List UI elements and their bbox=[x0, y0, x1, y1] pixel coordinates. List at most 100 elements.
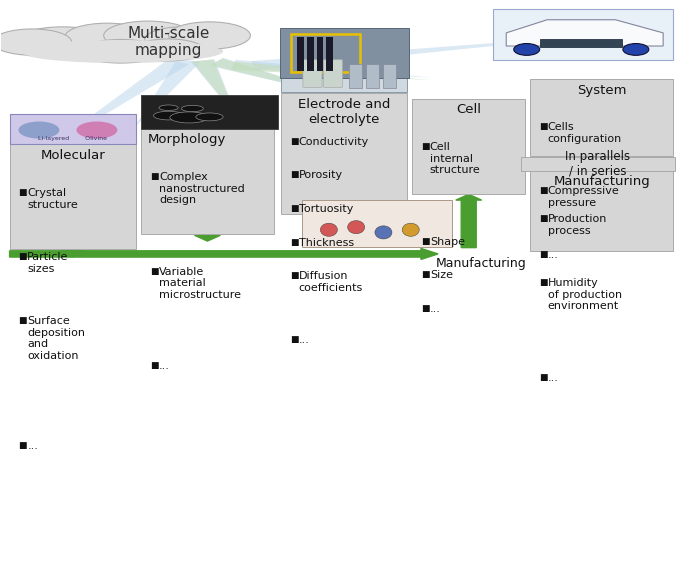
FancyArrow shape bbox=[471, 159, 521, 169]
Polygon shape bbox=[192, 60, 237, 117]
FancyBboxPatch shape bbox=[349, 64, 362, 88]
Text: In parallels
/ in series: In parallels / in series bbox=[565, 150, 631, 178]
Polygon shape bbox=[232, 61, 431, 80]
Text: ■: ■ bbox=[290, 271, 299, 280]
Ellipse shape bbox=[196, 113, 223, 121]
Text: ■: ■ bbox=[150, 172, 159, 181]
Text: Surface
deposition
and
oxidation: Surface deposition and oxidation bbox=[27, 316, 86, 361]
FancyBboxPatch shape bbox=[530, 171, 673, 251]
Text: Crystal
structure: Crystal structure bbox=[27, 188, 78, 210]
Text: Diffusion
coefficients: Diffusion coefficients bbox=[299, 271, 363, 293]
Ellipse shape bbox=[133, 39, 204, 61]
Text: Li-layered        Olivine: Li-layered Olivine bbox=[38, 136, 107, 141]
Text: Cell
internal
structure: Cell internal structure bbox=[429, 142, 481, 175]
Text: ■: ■ bbox=[539, 214, 547, 223]
FancyArrow shape bbox=[589, 156, 614, 171]
Text: ■: ■ bbox=[290, 335, 299, 344]
Text: Size: Size bbox=[429, 270, 453, 280]
Text: ...: ... bbox=[548, 373, 559, 383]
Text: ■: ■ bbox=[290, 137, 299, 146]
Text: ■: ■ bbox=[18, 441, 27, 450]
Text: Variable
material
microstructure: Variable material microstructure bbox=[159, 266, 241, 300]
Text: ■: ■ bbox=[150, 266, 159, 276]
Text: Production
process: Production process bbox=[548, 214, 607, 236]
FancyArrow shape bbox=[332, 214, 358, 221]
FancyBboxPatch shape bbox=[297, 37, 304, 70]
Text: Molecular: Molecular bbox=[40, 149, 105, 162]
Text: Shape: Shape bbox=[429, 237, 465, 246]
Text: Cells
configuration: Cells configuration bbox=[548, 123, 622, 144]
FancyBboxPatch shape bbox=[521, 157, 675, 171]
Ellipse shape bbox=[170, 112, 208, 123]
Ellipse shape bbox=[514, 44, 540, 56]
Ellipse shape bbox=[77, 121, 117, 139]
FancyBboxPatch shape bbox=[281, 54, 408, 92]
Ellipse shape bbox=[182, 105, 203, 112]
Polygon shape bbox=[190, 60, 237, 117]
Ellipse shape bbox=[159, 105, 178, 111]
Text: ■: ■ bbox=[18, 252, 27, 261]
Polygon shape bbox=[251, 36, 595, 70]
Polygon shape bbox=[232, 60, 431, 77]
FancyBboxPatch shape bbox=[540, 39, 622, 46]
FancyArrow shape bbox=[456, 194, 482, 248]
Ellipse shape bbox=[375, 226, 392, 239]
Ellipse shape bbox=[18, 40, 223, 63]
Text: ■: ■ bbox=[18, 316, 27, 325]
FancyArrow shape bbox=[10, 249, 438, 260]
Text: Multi-scale
mapping: Multi-scale mapping bbox=[127, 26, 210, 58]
Text: Compressive
pressure: Compressive pressure bbox=[548, 186, 620, 208]
Text: Manufacturing: Manufacturing bbox=[553, 175, 650, 189]
Text: ■: ■ bbox=[539, 278, 547, 287]
FancyBboxPatch shape bbox=[316, 37, 323, 70]
Polygon shape bbox=[209, 58, 349, 99]
Ellipse shape bbox=[65, 23, 149, 50]
Text: ■: ■ bbox=[539, 250, 547, 260]
Polygon shape bbox=[210, 58, 349, 99]
FancyBboxPatch shape bbox=[323, 60, 342, 88]
Text: ■: ■ bbox=[150, 361, 159, 370]
Text: Porosity: Porosity bbox=[299, 170, 343, 180]
Ellipse shape bbox=[153, 111, 184, 120]
FancyBboxPatch shape bbox=[366, 64, 379, 88]
Ellipse shape bbox=[169, 22, 251, 49]
Text: ...: ... bbox=[299, 335, 310, 346]
FancyBboxPatch shape bbox=[384, 64, 396, 88]
Text: ■: ■ bbox=[290, 204, 299, 213]
Text: System: System bbox=[577, 84, 627, 97]
Text: Morphology: Morphology bbox=[148, 134, 227, 147]
Ellipse shape bbox=[145, 27, 220, 52]
Text: Humidity
of production
environment: Humidity of production environment bbox=[548, 278, 622, 312]
Ellipse shape bbox=[0, 29, 72, 55]
Text: ...: ... bbox=[27, 441, 38, 451]
Text: ■: ■ bbox=[290, 170, 299, 179]
FancyBboxPatch shape bbox=[141, 129, 274, 234]
Text: ...: ... bbox=[429, 304, 440, 314]
Text: ■: ■ bbox=[421, 270, 429, 279]
Text: ...: ... bbox=[548, 250, 559, 261]
Text: Tortuosity: Tortuosity bbox=[299, 204, 353, 214]
Text: ■: ■ bbox=[18, 188, 27, 197]
FancyBboxPatch shape bbox=[279, 28, 410, 77]
FancyBboxPatch shape bbox=[326, 37, 333, 70]
Ellipse shape bbox=[623, 44, 649, 56]
Polygon shape bbox=[46, 60, 189, 150]
FancyBboxPatch shape bbox=[10, 114, 136, 144]
Text: ■: ■ bbox=[421, 142, 429, 151]
Ellipse shape bbox=[402, 223, 419, 236]
Ellipse shape bbox=[18, 121, 60, 139]
FancyBboxPatch shape bbox=[530, 79, 673, 156]
Text: Manufacturing: Manufacturing bbox=[435, 257, 526, 269]
Text: ■: ■ bbox=[539, 373, 547, 382]
Text: Particle
sizes: Particle sizes bbox=[27, 252, 68, 274]
Polygon shape bbox=[506, 19, 663, 46]
FancyBboxPatch shape bbox=[141, 95, 277, 129]
FancyArrow shape bbox=[60, 249, 86, 257]
Text: Complex
nanostructured
design: Complex nanostructured design bbox=[159, 172, 245, 206]
Ellipse shape bbox=[347, 221, 364, 234]
FancyBboxPatch shape bbox=[412, 99, 525, 194]
Text: Cell: Cell bbox=[456, 103, 481, 116]
Polygon shape bbox=[134, 59, 201, 127]
Text: ■: ■ bbox=[539, 123, 547, 131]
Text: Conductivity: Conductivity bbox=[299, 137, 369, 147]
